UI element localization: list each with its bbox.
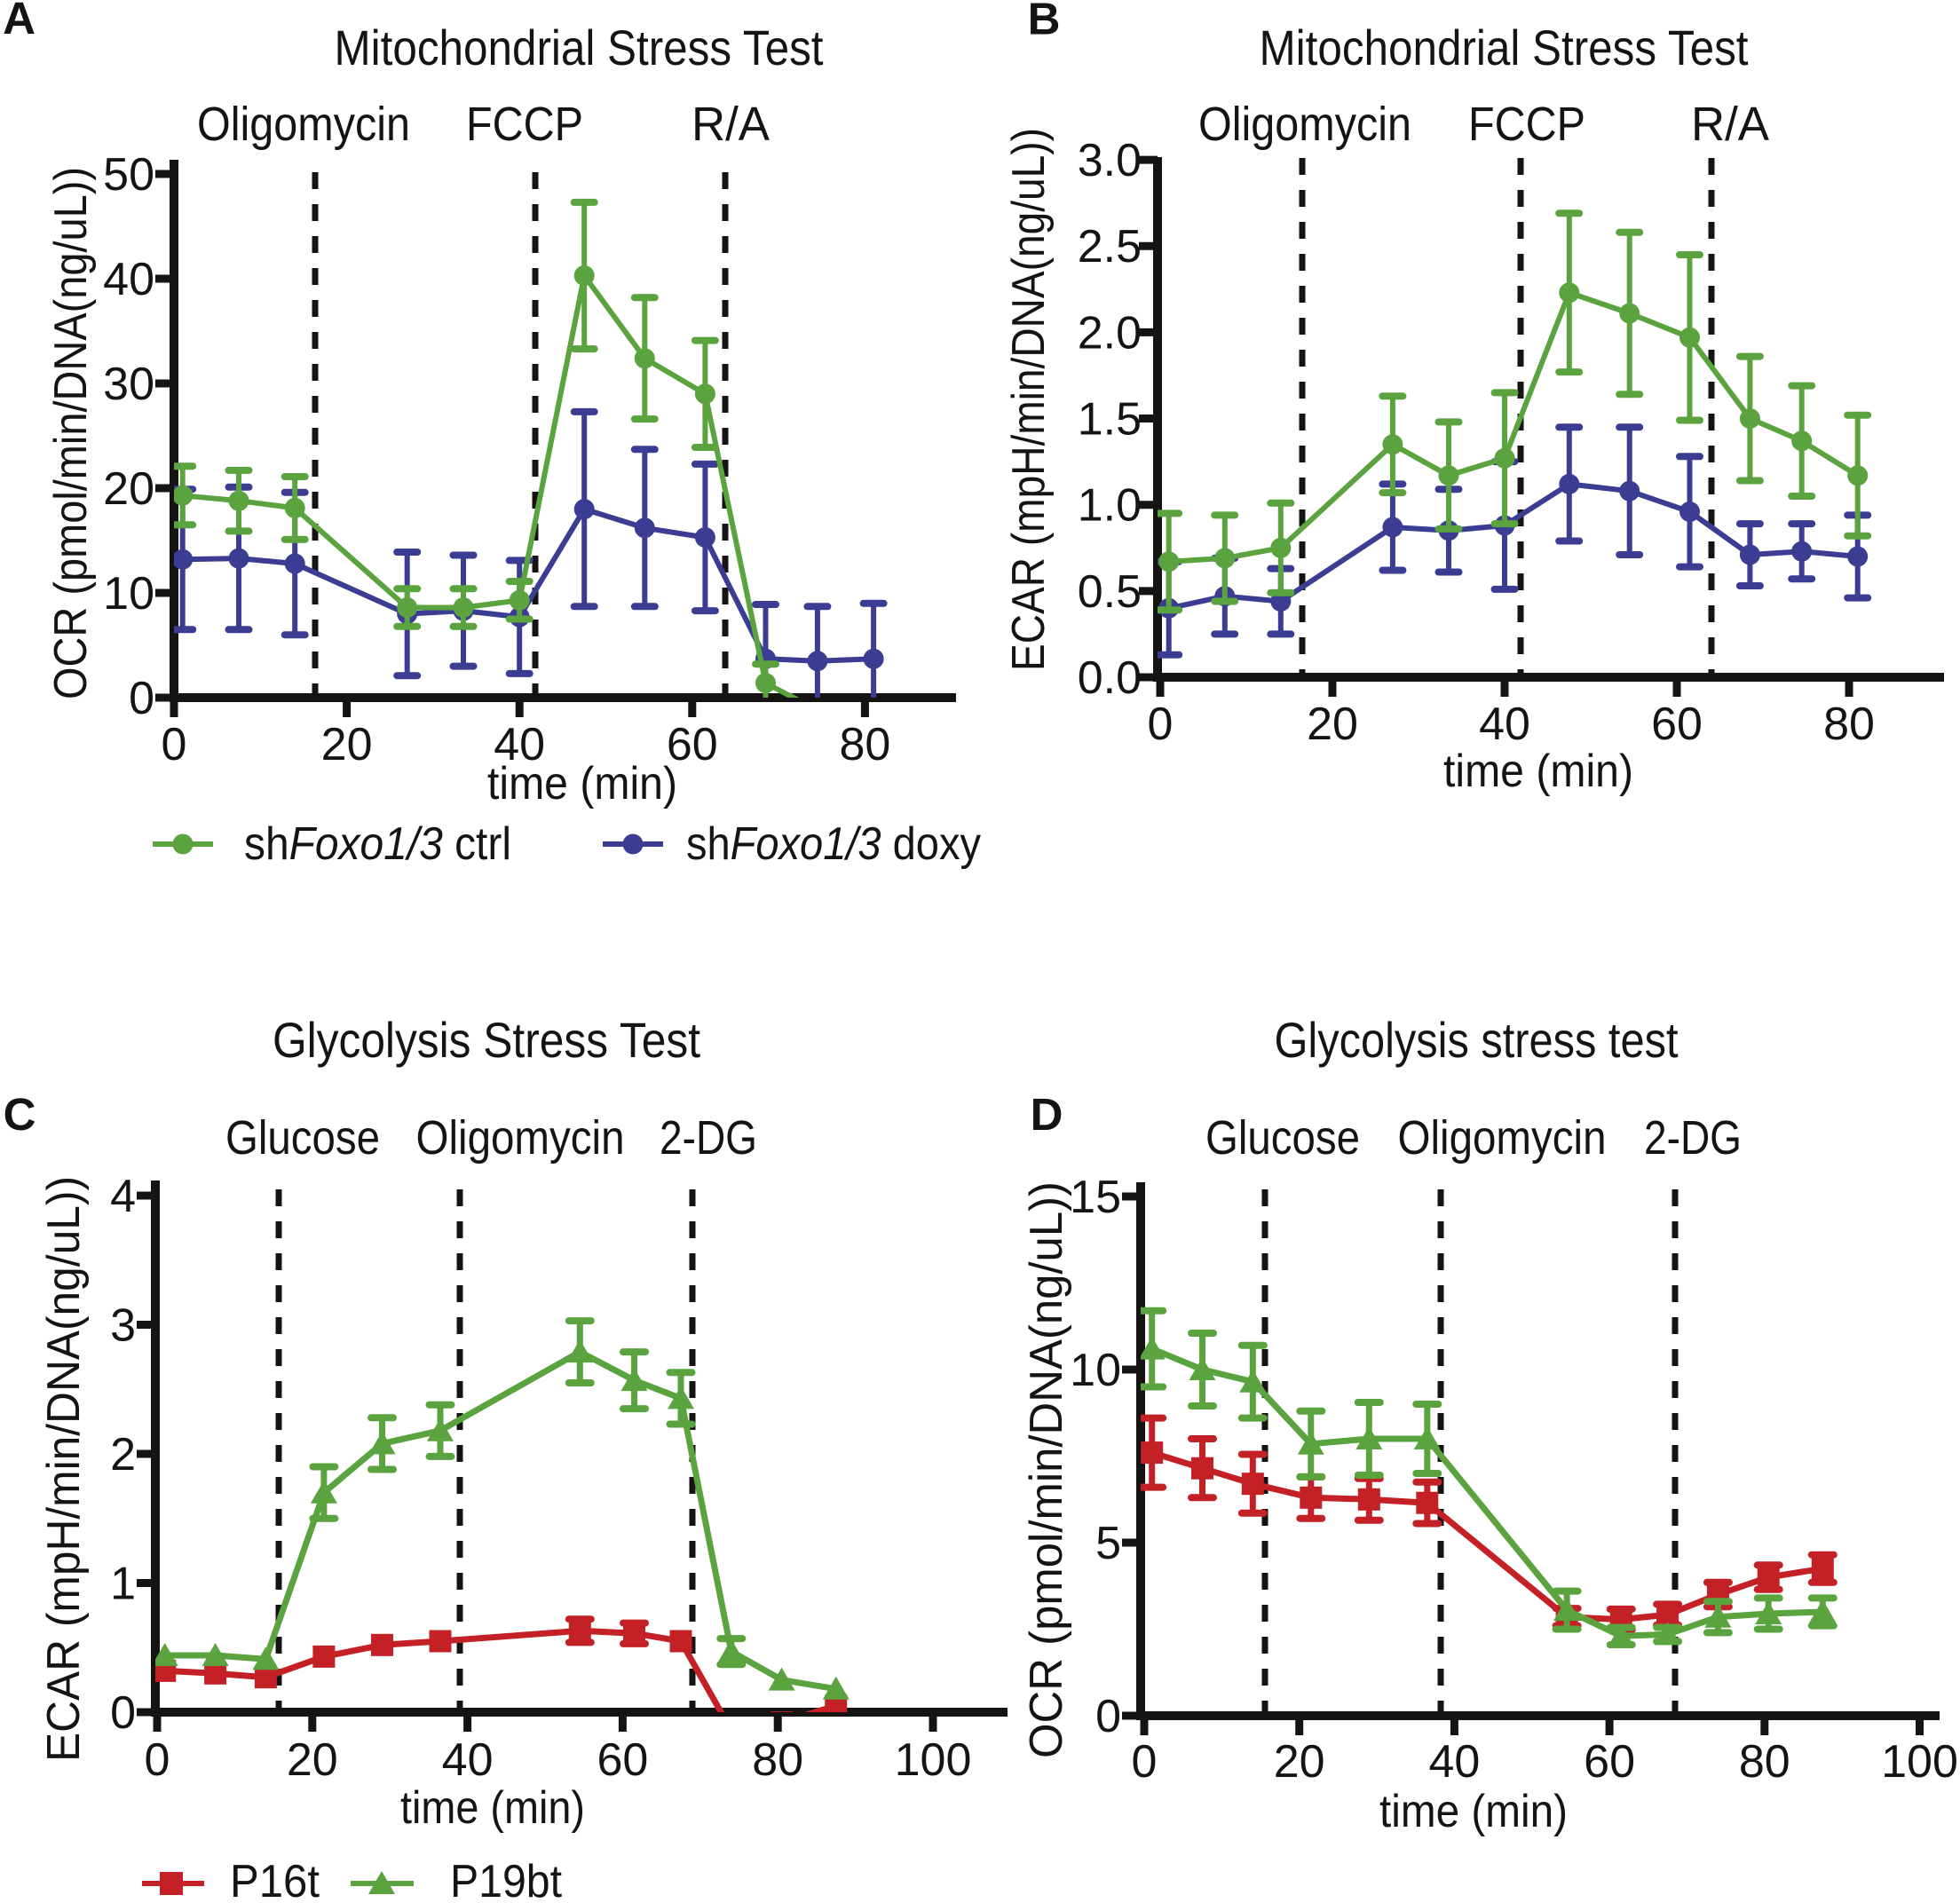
svg-text:FCCP: FCCP [466,98,583,151]
svg-text:60: 60 [597,1734,648,1786]
svg-text:40: 40 [103,254,154,305]
svg-text:60: 60 [1651,699,1703,750]
svg-text:80: 80 [839,719,890,770]
svg-text:2: 2 [110,1429,136,1481]
svg-text:0.0: 0.0 [1078,652,1142,704]
svg-text:40: 40 [494,719,545,770]
svg-text:20: 20 [1274,1736,1325,1788]
svg-text:80: 80 [1823,699,1875,750]
svg-text:50: 50 [103,149,154,201]
svg-text:0: 0 [129,673,154,724]
svg-text:0: 0 [1132,1736,1158,1788]
svg-text:3.0: 3.0 [1078,135,1142,186]
svg-text:time (min): time (min) [1443,746,1633,797]
svg-text:40: 40 [442,1734,494,1786]
svg-text:0: 0 [110,1687,136,1739]
svg-text:60: 60 [1584,1736,1635,1788]
svg-text:10: 10 [1070,1345,1121,1396]
svg-text:2-DG: 2-DG [1644,1111,1742,1165]
svg-text:P16t: P16t [230,1856,320,1899]
svg-text:R/A: R/A [1691,98,1769,151]
svg-text:D: D [1031,1089,1063,1140]
svg-text:Mitochondrial Stress Test: Mitochondrial Stress Test [1260,20,1749,75]
svg-text:Mitochondrial Stress Test: Mitochondrial Stress Test [335,20,824,75]
svg-text:0: 0 [1095,1691,1121,1742]
svg-text:time (min): time (min) [1379,1786,1568,1837]
svg-text:10: 10 [103,568,154,620]
svg-text:FCCP: FCCP [1468,98,1585,151]
svg-text:100: 100 [1881,1736,1958,1788]
svg-text:80: 80 [752,1734,803,1786]
svg-text:30: 30 [103,359,154,410]
svg-text:20: 20 [103,463,154,515]
svg-text:20: 20 [287,1734,338,1786]
svg-text:100: 100 [895,1734,972,1786]
svg-text:OCR (pmol/min/DNA(ng/uL)): OCR (pmol/min/DNA(ng/uL)) [45,167,97,699]
svg-text:40: 40 [1428,1736,1480,1788]
svg-text:C: C [4,1089,36,1140]
svg-text:Glucose: Glucose [225,1111,380,1165]
svg-text:Glycolysis stress test: Glycolysis stress test [1275,1012,1679,1068]
svg-text:20: 20 [321,719,373,770]
svg-text:2-DG: 2-DG [660,1111,757,1165]
svg-text:2.5: 2.5 [1078,221,1142,272]
svg-text:A: A [3,0,36,43]
svg-text:4: 4 [110,1171,136,1222]
svg-text:ECAR (mpH/min/DNA(ng/uL)): ECAR (mpH/min/DNA(ng/uL)) [38,1176,90,1762]
svg-text:ECAR (mpH/min/DNA(ng/uL)): ECAR (mpH/min/DNA(ng/uL)) [1003,128,1055,671]
svg-text:80: 80 [1739,1736,1790,1788]
svg-text:0: 0 [1148,699,1174,750]
svg-text:Oligomycin: Oligomycin [1398,1111,1607,1165]
svg-text:Oligomycin: Oligomycin [1198,98,1411,151]
svg-text:B: B [1028,0,1061,44]
svg-text:1.0: 1.0 [1078,480,1142,532]
svg-text:time (min): time (min) [487,758,677,809]
svg-text:20: 20 [1307,699,1358,750]
svg-text:OCR (pmol/min/DNA(ng/uL)): OCR (pmol/min/DNA(ng/uL)) [1021,1181,1072,1758]
svg-text:Oligomycin: Oligomycin [416,1111,625,1165]
svg-text:shFoxo1/3 ctrl: shFoxo1/3 ctrl [244,818,511,870]
svg-text:1: 1 [110,1559,136,1610]
svg-text:time (min): time (min) [400,1782,585,1834]
svg-text:60: 60 [667,719,718,770]
svg-text:3: 3 [110,1300,136,1352]
svg-text:15: 15 [1070,1172,1121,1223]
svg-text:Glucose: Glucose [1205,1111,1360,1165]
svg-text:0: 0 [162,719,187,770]
svg-text:R/A: R/A [692,98,770,151]
svg-text:shFoxo1/3 doxy: shFoxo1/3 doxy [686,818,981,870]
svg-text:1.5: 1.5 [1078,394,1142,446]
svg-text:40: 40 [1479,699,1530,750]
svg-text:2.0: 2.0 [1078,307,1142,359]
svg-text:Glycolysis Stress Test: Glycolysis Stress Test [273,1012,700,1068]
svg-text:5: 5 [1095,1518,1121,1569]
svg-text:Oligomycin: Oligomycin [197,98,410,151]
svg-text:P19bt: P19bt [450,1856,563,1899]
svg-text:0.5: 0.5 [1078,566,1142,618]
svg-text:0: 0 [145,1734,170,1786]
